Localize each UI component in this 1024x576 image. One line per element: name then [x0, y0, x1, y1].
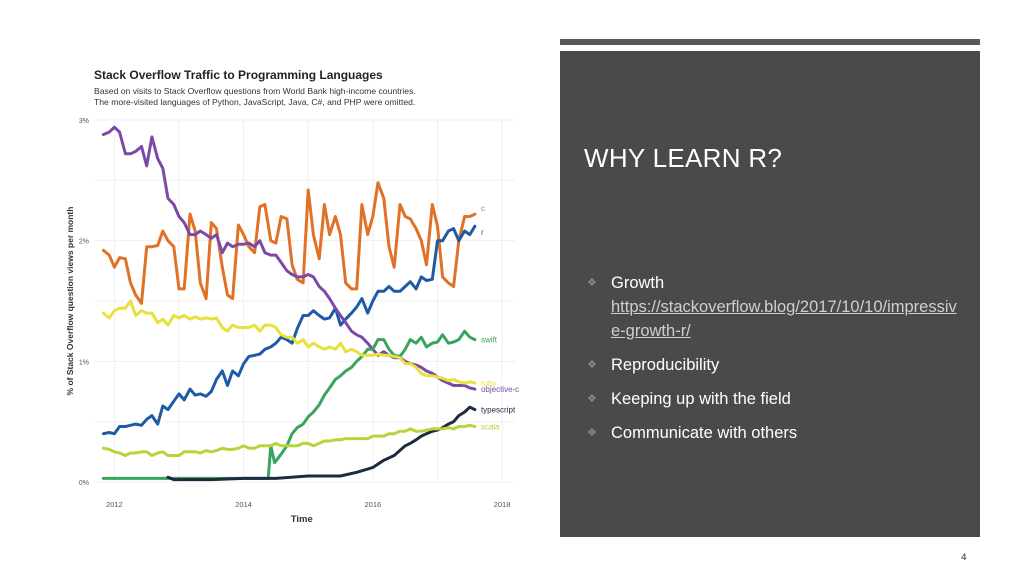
series-label-swift: swift [481, 336, 498, 345]
x-tick-label: 2016 [365, 500, 382, 509]
bullet-label: Communicate with others [611, 424, 797, 442]
series-label-r: r [481, 228, 484, 237]
bullet-label: Keeping up with the field [611, 390, 791, 408]
bullet-icon: ❖ [587, 271, 597, 295]
bullet-list: ❖ Growth https://stackoverflow.blog/2017… [584, 271, 964, 455]
series-label-scala: scala [481, 422, 500, 431]
line-chart: 0% 1% 2% 3% 2012 2014 2016 2018 Time % of Stack O… [62, 60, 524, 530]
x-tick-label: 2018 [494, 500, 511, 509]
bullet-communicate: ❖ Communicate with others [584, 421, 964, 445]
y-tick-label: 2% [79, 239, 89, 246]
series-label-c: c [481, 204, 485, 213]
header-accent-bar [560, 39, 980, 45]
bullet-reproducibility: ❖ Reproducibility [584, 353, 964, 377]
series-label-ruby: ruby [481, 379, 497, 388]
bullet-label: Growth [611, 274, 664, 292]
series-label-typescript: typescript [481, 406, 516, 415]
x-axis-label: Time [291, 514, 313, 525]
bullet-growth: ❖ Growth https://stackoverflow.blog/2017… [584, 271, 964, 343]
x-tick-label: 2014 [235, 500, 252, 509]
y-axis-label: % of Stack Overflow question views per m… [65, 207, 75, 396]
y-tick-label: 1% [79, 359, 89, 366]
content-panel: WHY LEARN R? ❖ Growth https://stackoverf… [560, 51, 980, 537]
bullet-label: Reproducibility [611, 356, 719, 374]
bullet-icon: ❖ [587, 421, 597, 445]
x-tick-label: 2012 [106, 500, 123, 509]
bullet-keeping-up: ❖ Keeping up with the field [584, 387, 964, 411]
bullet-icon: ❖ [587, 353, 597, 377]
growth-link[interactable]: https://stackoverflow.blog/2017/10/10/im… [611, 295, 964, 343]
y-tick-label: 3% [79, 118, 89, 125]
chart-image: Stack Overflow Traffic to Programming La… [62, 60, 524, 530]
bullet-icon: ❖ [587, 387, 597, 411]
y-tick-label: 0% [79, 480, 89, 487]
page-number: 4 [961, 553, 967, 563]
slide-title: WHY LEARN R? [584, 143, 782, 174]
